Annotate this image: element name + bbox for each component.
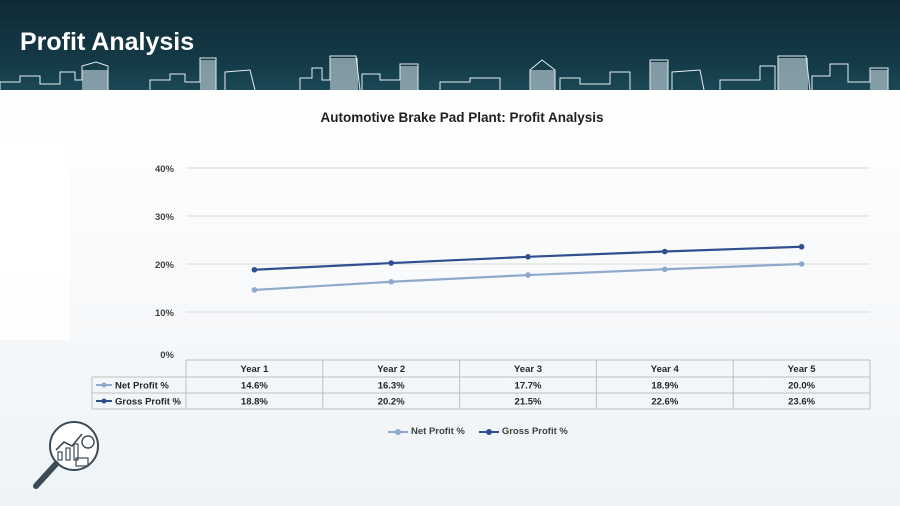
data-point: [662, 266, 668, 273]
table-data-label: 20.2%: [378, 397, 405, 408]
legend-label-gross-profit: Gross Profit %: [501, 426, 568, 437]
table-data-label: 21.5%: [515, 397, 542, 408]
data-point: [251, 266, 258, 273]
y-tick-label: 40%: [155, 164, 175, 175]
table-data-label: 20.0%: [788, 381, 815, 392]
data-point: [662, 248, 668, 255]
legend-swatch-gross-profit: [478, 427, 499, 437]
y-axis-ticks: 0% 10% 20% 30% 40%: [155, 164, 175, 361]
slide-background: [0, 90, 900, 506]
data-point: [251, 287, 258, 293]
x-category-label: Year 5: [788, 364, 817, 375]
chart-legend: Net Profit % Gross Profit %: [388, 426, 582, 437]
city-skyline-decoration: [0, 55, 889, 90]
data-point: [525, 272, 531, 278]
table-data-label: 18.8%: [241, 397, 268, 408]
data-point: [525, 253, 531, 260]
side-panel: [0, 140, 70, 340]
table-series-name: Net Profit %: [115, 381, 169, 392]
table-legend-key-marker: [101, 382, 107, 388]
x-category-label: Year 2: [377, 364, 405, 375]
y-tick-label: 20%: [155, 260, 175, 271]
x-category-label: Year 3: [514, 364, 542, 375]
table-data-label: 17.7%: [515, 381, 542, 392]
legend-item-net-profit: Net Profit %: [388, 426, 465, 437]
header-banner: Profit Analysis: [0, 0, 900, 90]
x-category-label: Year 4: [651, 364, 680, 375]
chart-title: Automotive Brake Pad Plant: Profit Analy…: [320, 110, 604, 125]
y-tick-label: 30%: [155, 212, 175, 223]
table-data-label: 14.6%: [241, 381, 268, 392]
data-table: Year 1 Year 2 Year 3 Year 4 Year 5 Net Profit…: [91, 359, 871, 410]
legend-label-net-profit: Net Profit %: [411, 426, 465, 437]
legend-item-gross-profit: Gross Profit %: [478, 426, 568, 437]
data-point: [388, 260, 395, 266]
chart-gridlines: [186, 167, 870, 313]
data-point: [388, 278, 395, 285]
chart-series: [251, 243, 805, 293]
legend-swatch-net-profit: [388, 427, 408, 437]
table-series-name: Gross Profit %: [115, 397, 182, 408]
y-tick-label: 0%: [160, 350, 174, 361]
table-data-label: 23.6%: [788, 397, 815, 408]
table-data-label: 22.6%: [651, 397, 678, 408]
table-legend-key-marker: [101, 398, 107, 404]
table-data-label: 18.9%: [651, 381, 678, 392]
table-data-label: 16.3%: [378, 381, 405, 392]
y-tick-label: 10%: [155, 308, 175, 319]
x-category-label: Year 1: [240, 364, 269, 375]
magnifier-chart-icon: [33, 421, 99, 489]
data-point: [798, 261, 805, 267]
page-title: Profit Analysis: [20, 28, 195, 56]
data-point: [798, 243, 805, 250]
